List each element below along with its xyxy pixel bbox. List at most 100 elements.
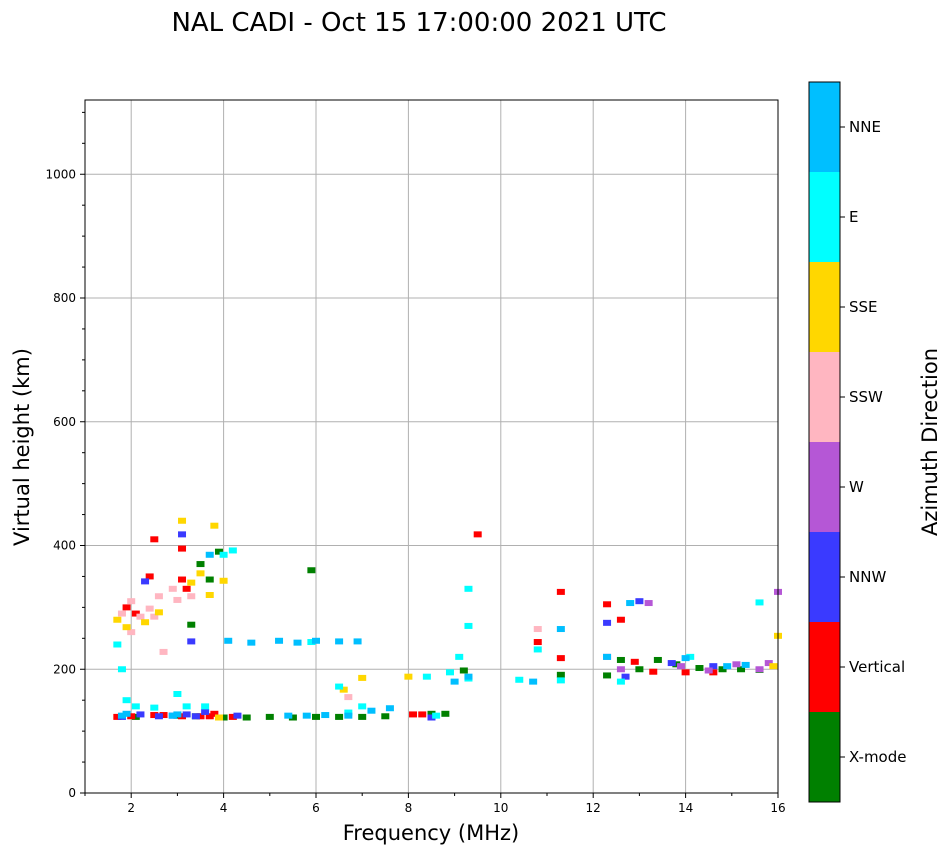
data-point bbox=[533, 639, 542, 646]
y-axis-label: Virtual height (km) bbox=[10, 348, 34, 546]
data-point bbox=[173, 596, 182, 603]
colorbar-tick-label: X-mode bbox=[849, 748, 906, 766]
data-point bbox=[455, 653, 464, 660]
data-point bbox=[122, 604, 131, 611]
data-point bbox=[709, 663, 718, 670]
data-point bbox=[173, 711, 182, 718]
data-point bbox=[755, 666, 764, 673]
data-point bbox=[464, 673, 473, 680]
data-point bbox=[603, 619, 612, 626]
data-point bbox=[214, 548, 223, 555]
data-point bbox=[404, 673, 413, 680]
colorbar-tick-label: SSE bbox=[849, 298, 878, 316]
x-tick-label: 6 bbox=[312, 801, 320, 815]
data-point bbox=[178, 576, 187, 583]
grid-lines bbox=[85, 100, 779, 794]
x-tick-label: 16 bbox=[770, 801, 785, 815]
data-point bbox=[117, 666, 126, 673]
data-point bbox=[737, 666, 746, 673]
data-point bbox=[464, 622, 473, 629]
data-point bbox=[117, 712, 126, 719]
data-point bbox=[418, 711, 427, 718]
data-point bbox=[335, 638, 344, 645]
data-point bbox=[556, 588, 565, 595]
data-point bbox=[381, 713, 390, 720]
colorbar-tick-label: W bbox=[849, 478, 864, 496]
data-point bbox=[178, 531, 187, 538]
data-point bbox=[113, 616, 122, 623]
data-point bbox=[556, 671, 565, 678]
data-point bbox=[214, 714, 223, 721]
series-ssw bbox=[117, 585, 542, 701]
data-point bbox=[196, 713, 205, 720]
data-point bbox=[228, 713, 237, 720]
data-point bbox=[709, 669, 718, 676]
data-point bbox=[312, 713, 320, 720]
data-point bbox=[649, 668, 658, 675]
data-point bbox=[616, 656, 625, 663]
series-vertical bbox=[113, 531, 718, 720]
data-point bbox=[339, 686, 348, 693]
colorbar-frame bbox=[808, 81, 841, 803]
data-point bbox=[302, 712, 311, 719]
x-axis-ticks: 2 4 6 8 10 12 14 16 bbox=[84, 793, 786, 815]
data-point bbox=[173, 691, 182, 697]
data-point bbox=[122, 710, 131, 717]
data-marks bbox=[113, 517, 782, 721]
series-sse bbox=[113, 517, 782, 721]
data-point bbox=[422, 673, 431, 680]
data-point bbox=[723, 663, 732, 670]
data-point bbox=[441, 710, 450, 717]
y-tick-label: 1000 bbox=[45, 167, 76, 181]
data-point bbox=[626, 600, 635, 607]
data-point bbox=[131, 713, 140, 720]
colorbar-segment bbox=[809, 352, 840, 442]
data-point bbox=[159, 712, 168, 719]
data-point bbox=[205, 592, 214, 598]
data-point bbox=[242, 714, 251, 721]
data-point bbox=[533, 626, 542, 633]
colorbar-segment bbox=[809, 262, 840, 352]
data-point bbox=[427, 714, 436, 721]
data-point bbox=[178, 517, 187, 524]
data-point bbox=[307, 567, 316, 574]
data-point bbox=[150, 613, 159, 620]
data-point bbox=[168, 712, 177, 719]
colorbar-segment bbox=[809, 442, 840, 532]
data-point bbox=[603, 653, 612, 660]
colorbar-segment bbox=[809, 712, 840, 802]
data-point bbox=[205, 551, 214, 558]
data-point bbox=[187, 638, 196, 645]
data-point bbox=[122, 624, 131, 631]
data-point bbox=[450, 678, 459, 685]
data-point bbox=[141, 619, 150, 626]
data-point bbox=[681, 655, 690, 662]
data-point bbox=[630, 658, 639, 665]
data-point bbox=[284, 712, 293, 719]
data-point bbox=[136, 711, 145, 718]
data-point bbox=[224, 637, 233, 644]
data-point bbox=[201, 703, 210, 710]
data-point bbox=[672, 661, 681, 668]
data-point bbox=[247, 639, 256, 646]
data-point bbox=[154, 609, 163, 616]
data-point bbox=[344, 709, 353, 716]
x-tick-label: 2 bbox=[127, 801, 135, 815]
data-point bbox=[635, 598, 644, 605]
colorbar-segment bbox=[809, 622, 840, 712]
data-point bbox=[182, 585, 191, 592]
data-point bbox=[473, 531, 482, 538]
data-point bbox=[131, 610, 140, 617]
data-point bbox=[205, 576, 214, 583]
data-point bbox=[113, 713, 122, 720]
colorbar-segment bbox=[809, 172, 840, 262]
data-point bbox=[644, 600, 653, 607]
data-point bbox=[182, 711, 191, 718]
y-tick-label: 200 bbox=[53, 662, 76, 676]
data-point bbox=[145, 605, 154, 612]
data-point bbox=[154, 593, 163, 600]
data-point bbox=[321, 712, 330, 719]
data-point bbox=[127, 629, 136, 636]
data-point bbox=[358, 674, 367, 681]
